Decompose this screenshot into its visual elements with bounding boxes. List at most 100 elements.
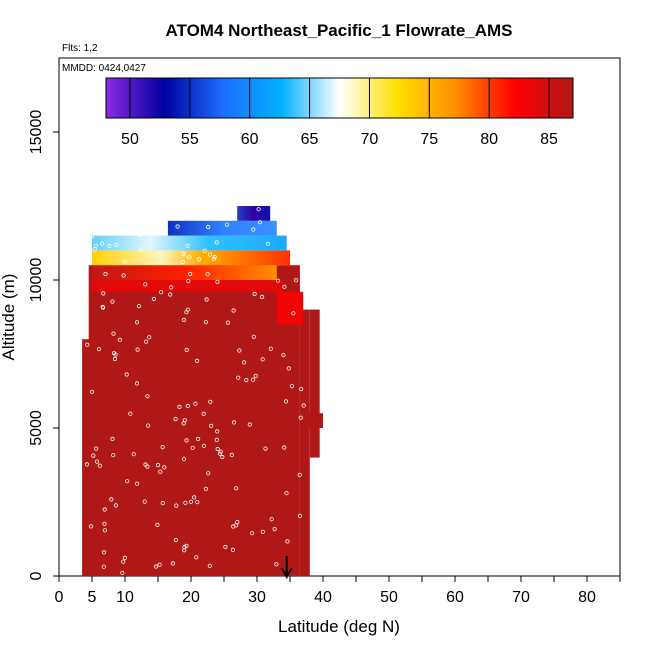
sample-point bbox=[235, 519, 240, 525]
sample-points bbox=[84, 207, 306, 575]
sample-point bbox=[160, 500, 165, 506]
sample-point bbox=[237, 348, 242, 353]
sample-point bbox=[184, 310, 189, 315]
dates-label: MMDD: 0424,0427 bbox=[62, 63, 146, 74]
sample-point bbox=[101, 550, 107, 555]
x-tick-label: 20 bbox=[182, 589, 200, 606]
sample-point bbox=[136, 303, 142, 309]
sample-point bbox=[188, 499, 194, 504]
sample-point bbox=[88, 524, 94, 529]
sample-point bbox=[138, 232, 143, 237]
sample-point bbox=[145, 464, 150, 469]
sample-point bbox=[134, 320, 140, 325]
sample-point bbox=[256, 207, 261, 212]
x-tick-label: 40 bbox=[314, 589, 332, 606]
profile-layer bbox=[237, 206, 271, 221]
sample-point bbox=[234, 486, 239, 491]
profile-layer bbox=[276, 291, 304, 325]
sample-point bbox=[217, 451, 222, 456]
sample-point bbox=[149, 209, 154, 214]
sample-point bbox=[230, 547, 235, 553]
sample-point bbox=[111, 453, 116, 458]
sample-point bbox=[204, 297, 209, 302]
sample-point bbox=[155, 522, 160, 528]
sample-point bbox=[252, 291, 257, 296]
sample-point bbox=[181, 317, 186, 322]
sample-point bbox=[151, 296, 156, 302]
sample-point bbox=[162, 465, 167, 470]
sample-point bbox=[94, 446, 99, 451]
sample-point bbox=[102, 507, 107, 512]
profile-layer bbox=[92, 235, 287, 251]
sample-point bbox=[175, 224, 180, 229]
sample-point bbox=[251, 377, 256, 382]
sample-point bbox=[144, 339, 149, 344]
sample-point bbox=[177, 404, 182, 409]
sample-point bbox=[211, 256, 216, 261]
sample-point bbox=[184, 347, 189, 353]
sample-point bbox=[158, 469, 163, 474]
sample-point bbox=[280, 213, 285, 218]
y-tick-label: 10000 bbox=[28, 258, 45, 303]
x-tick-label: 80 bbox=[578, 589, 596, 606]
y-tick-label: 15000 bbox=[28, 110, 45, 155]
sample-point bbox=[282, 445, 287, 450]
plot-frame bbox=[58, 57, 621, 577]
sample-point bbox=[112, 356, 118, 362]
sample-point bbox=[114, 242, 119, 247]
sample-point bbox=[103, 271, 108, 277]
flights-label: Flts: 1,2 bbox=[62, 43, 98, 54]
sample-point bbox=[100, 241, 105, 246]
sample-point bbox=[251, 334, 256, 339]
sample-point bbox=[268, 346, 273, 351]
sample-point bbox=[168, 292, 173, 297]
colorbar: 50 55 60 65 70 75 80 85 bbox=[105, 77, 574, 148]
sample-point bbox=[92, 247, 97, 252]
y-tick-label: 5000 bbox=[28, 410, 45, 446]
sample-point bbox=[229, 452, 234, 457]
sample-point bbox=[160, 444, 165, 450]
colorbar-tick-label: 75 bbox=[420, 131, 438, 148]
profile-layer bbox=[92, 265, 277, 280]
sample-point bbox=[184, 543, 189, 548]
sample-point bbox=[265, 241, 270, 246]
sample-point bbox=[196, 257, 202, 262]
y-tick-label: 0 bbox=[28, 571, 45, 580]
sample-point bbox=[135, 481, 140, 486]
colorbar-tick-label: 80 bbox=[480, 131, 498, 148]
sample-point bbox=[185, 403, 190, 409]
sample-point bbox=[170, 561, 175, 566]
sample-point bbox=[297, 513, 302, 519]
sample-point bbox=[184, 438, 189, 443]
sample-point bbox=[251, 227, 256, 232]
x-tick-label: 70 bbox=[512, 589, 530, 606]
sample-point bbox=[102, 528, 108, 533]
sample-point bbox=[91, 453, 96, 458]
sample-point bbox=[201, 411, 206, 416]
sample-point bbox=[121, 559, 126, 564]
sample-point bbox=[223, 544, 228, 550]
sample-point bbox=[214, 437, 219, 442]
sample-point bbox=[282, 284, 287, 289]
colorbar-tick-label: 70 bbox=[361, 131, 379, 148]
sample-point bbox=[125, 479, 130, 484]
sample-point bbox=[284, 491, 289, 496]
sample-point bbox=[110, 299, 115, 304]
sample-point bbox=[185, 243, 190, 248]
chart-title: ATOM4 Northeast_Pacific_1 Flowrate_AMS bbox=[165, 21, 512, 40]
sample-point bbox=[195, 499, 200, 505]
sample-point bbox=[173, 537, 178, 543]
x-tick-label: 5 bbox=[88, 589, 97, 606]
colorbar-tick-label: 55 bbox=[181, 131, 199, 148]
colorbar-fill bbox=[106, 78, 573, 118]
sample-point bbox=[263, 446, 268, 451]
profile-layer bbox=[299, 309, 310, 576]
sample-point bbox=[215, 429, 220, 434]
sample-point bbox=[146, 423, 151, 428]
sample-point bbox=[187, 255, 192, 260]
sample-point bbox=[291, 311, 296, 316]
y-axis: 0 5000 10000 15000 bbox=[28, 110, 59, 580]
profile-layer bbox=[88, 265, 300, 576]
sample-point bbox=[173, 416, 178, 422]
colorbar-tick-label: 85 bbox=[540, 131, 558, 148]
